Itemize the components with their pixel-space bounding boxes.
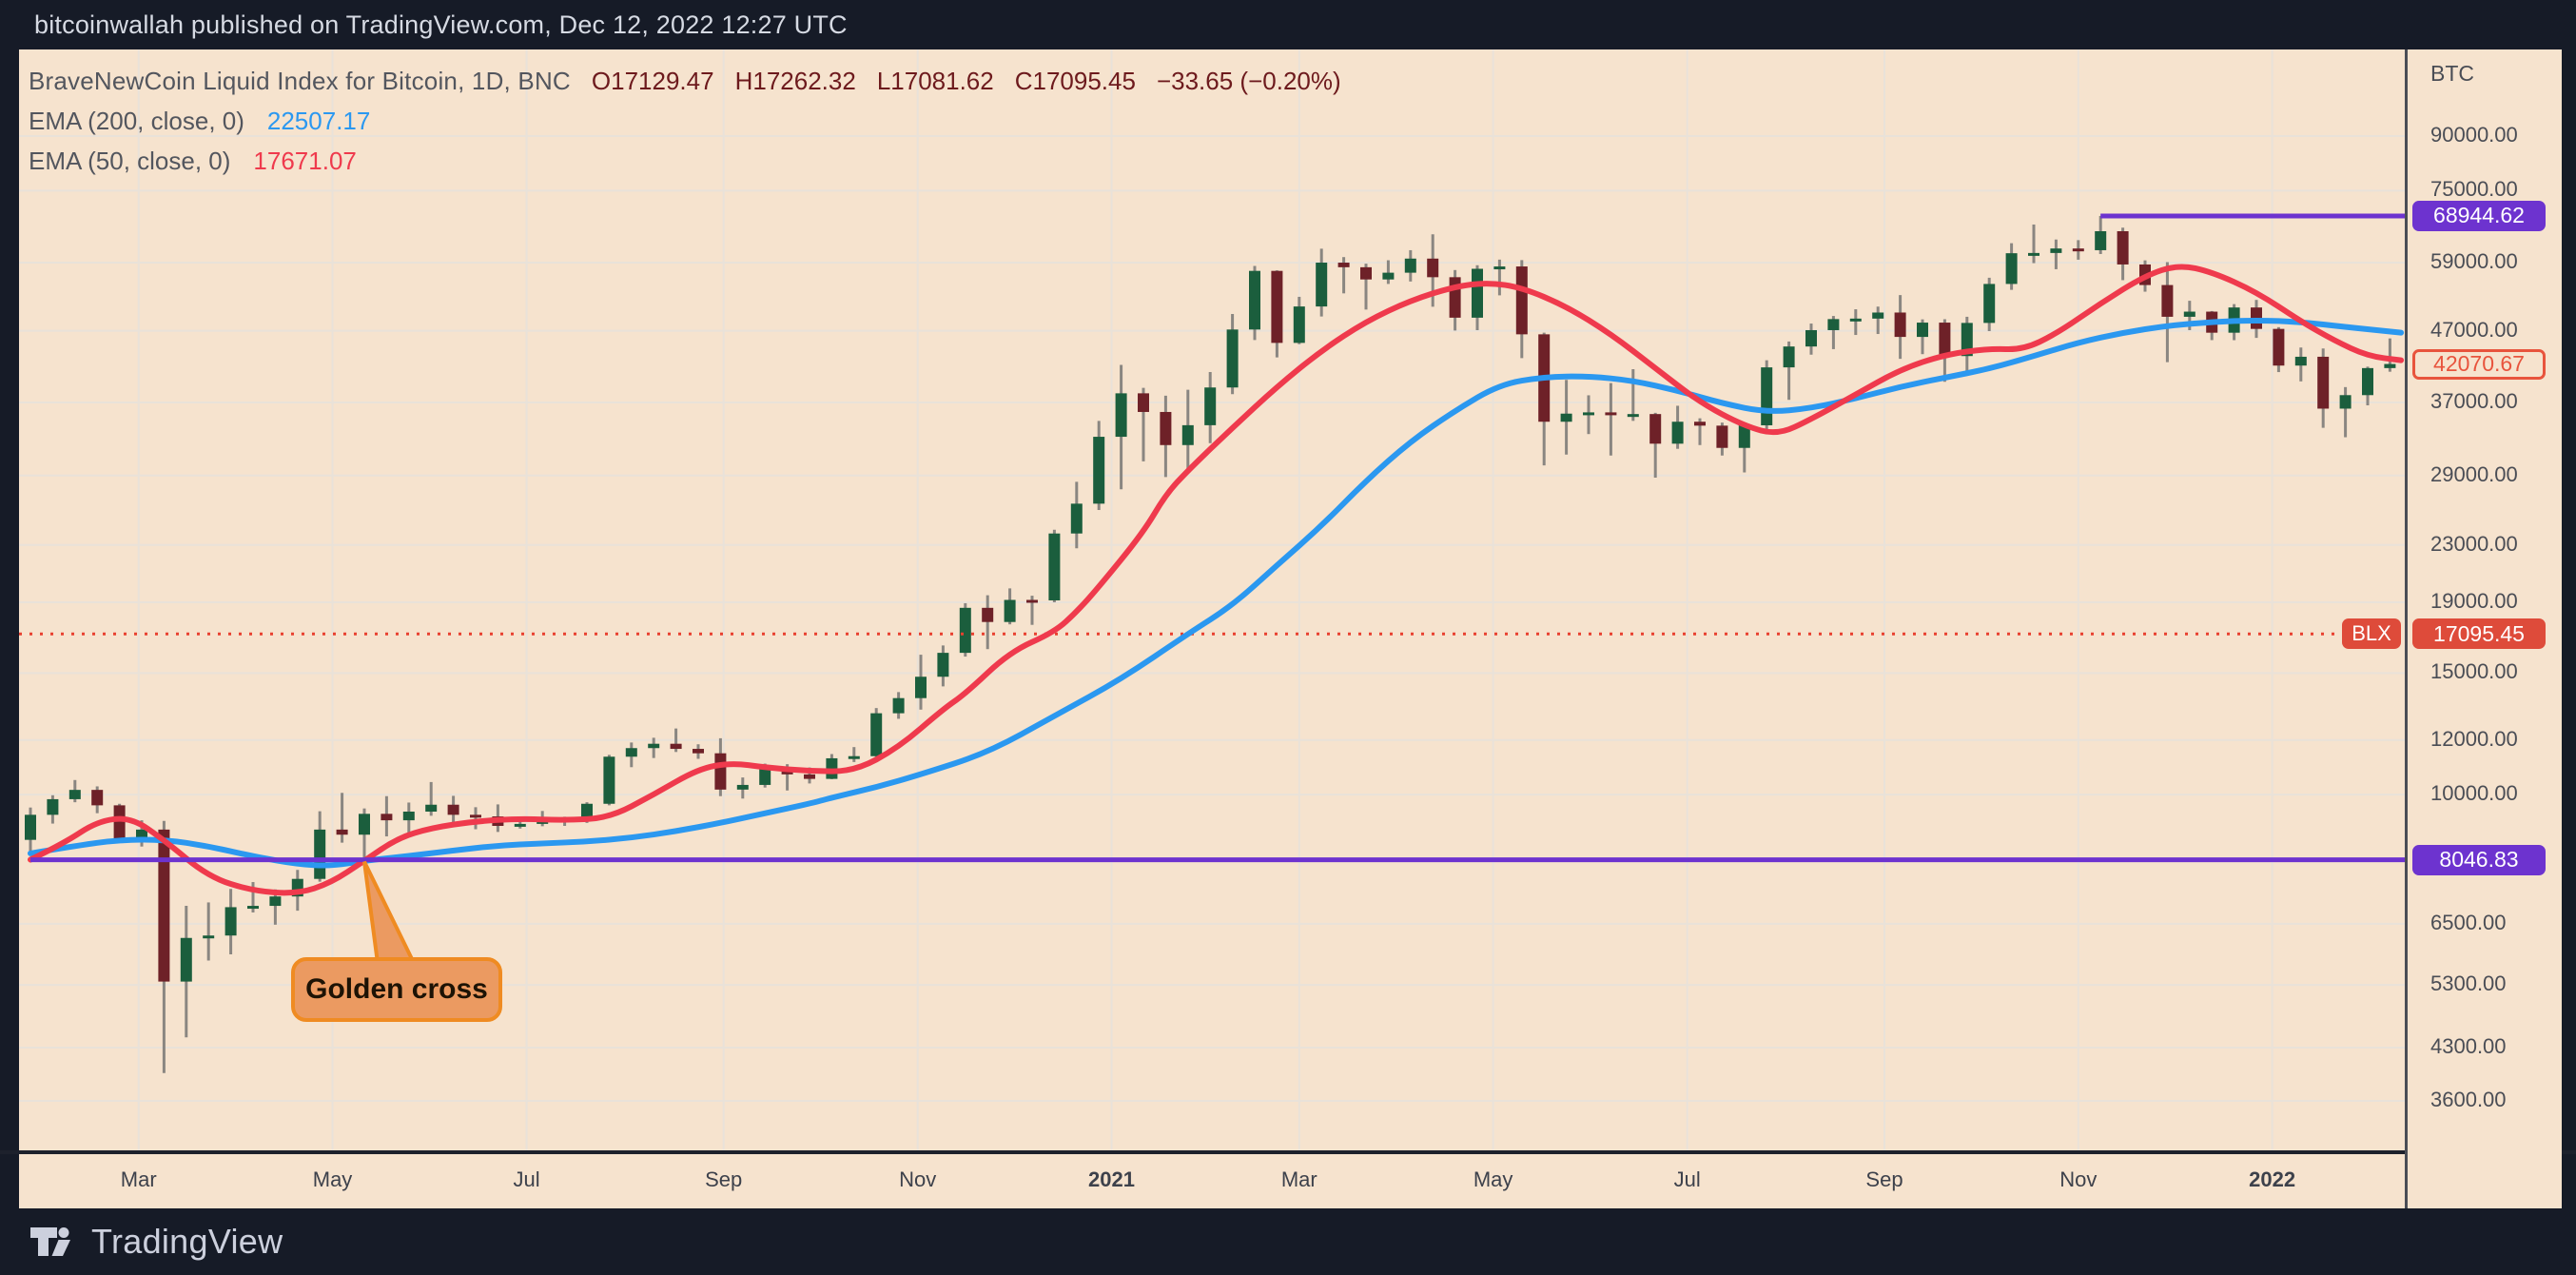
time-tick-label: Jul (1673, 1167, 1701, 1191)
legend-ema50-row: EMA (50, close, 0) 17671.07 (29, 141, 1341, 181)
ema200-value: 22507.17 (266, 106, 371, 135)
close-value: C17095.45 (1014, 66, 1136, 95)
ema50-label: EMA (50, close, 0) (29, 146, 231, 175)
ema50-value: 17671.07 (253, 146, 357, 175)
price-tick-label: 23000.00 (2430, 531, 2518, 556)
tradingview-logo-icon[interactable] (29, 1225, 78, 1259)
price-badge: 8046.83 (2412, 844, 2546, 875)
publish-header: bitcoinwallah published on TradingView.c… (0, 0, 2576, 49)
footer-brand-text[interactable]: TradingView (91, 1222, 283, 1261)
high-value: H17262.32 (734, 66, 856, 95)
price-tick-label: 6500.00 (2430, 910, 2507, 934)
price-tick-label: 10000.00 (2430, 781, 2518, 806)
price-badge: 42070.67 (2412, 348, 2546, 380)
legend-symbol-row: BraveNewCoin Liquid Index for Bitcoin, 1… (29, 61, 1341, 101)
open-value: O17129.47 (591, 66, 714, 95)
time-axis-band[interactable] (19, 1154, 2559, 1208)
price-tick-label: 5300.00 (2430, 971, 2507, 996)
price-tick-label: 59000.00 (2430, 249, 2518, 274)
time-tick-label: Sep (1865, 1167, 1903, 1191)
time-tick-label: Nov (2059, 1167, 2098, 1191)
price-tick-label: 12000.00 (2430, 726, 2518, 751)
ema200-label: EMA (200, close, 0) (29, 106, 244, 135)
time-tick-label: 2022 (2249, 1167, 2296, 1191)
price-tick-label: 19000.00 (2430, 588, 2518, 613)
legend-ema200-row: EMA (200, close, 0) 22507.17 (29, 101, 1341, 141)
chart-legend: BraveNewCoin Liquid Index for Bitcoin, 1… (29, 61, 1341, 181)
price-badge: 17095.45 (2412, 618, 2546, 650)
publish-info-text: bitcoinwallah published on TradingView.c… (34, 10, 848, 39)
time-tick-label: Nov (899, 1167, 937, 1191)
price-tick-label: 90000.00 (2430, 123, 2518, 147)
time-tick-label: 2021 (1088, 1167, 1136, 1191)
golden-cross-annotation: Golden cross (291, 957, 502, 1022)
time-tick-label: Mar (120, 1167, 157, 1191)
ohlc-values: O17129.47 H17262.32 L17081.62 C17095.45 … (592, 67, 1341, 96)
time-tick-label: Mar (1280, 1167, 1317, 1191)
golden-cross-text: Golden cross (305, 973, 488, 1005)
footer-bar: TradingView (0, 1208, 2576, 1275)
time-tick-label: Jul (513, 1167, 540, 1191)
price-tick-label: 75000.00 (2430, 177, 2518, 202)
price-tick-label: 37000.00 (2430, 389, 2518, 414)
price-tick-label: 4300.00 (2430, 1034, 2507, 1059)
plot-bottom-divider (0, 1150, 2576, 1154)
price-axis[interactable]: BTC 90000.00 75000.00 59000.00 47000.00 3700… (2342, 49, 2562, 1211)
price-tick-label: 15000.00 (2430, 659, 2518, 684)
price-tick-label: 47000.00 (2430, 317, 2518, 342)
price-tick-label: 3600.00 (2430, 1088, 2507, 1111)
time-tick-label: Sep (705, 1167, 743, 1191)
low-value: L17081.62 (876, 66, 994, 95)
time-tick-label: May (312, 1167, 353, 1191)
time-tick-label: May (1473, 1167, 1513, 1191)
symbol-tag-badge: BLX (2342, 618, 2401, 650)
axis-currency-label: BTC (2430, 61, 2474, 86)
price-tick-label: 29000.00 (2430, 461, 2518, 486)
change-value: −33.65 (−0.20%) (1156, 66, 1341, 95)
symbol-title: BraveNewCoin Liquid Index for Bitcoin, 1… (29, 66, 571, 95)
price-badge: 68944.62 (2412, 200, 2546, 231)
